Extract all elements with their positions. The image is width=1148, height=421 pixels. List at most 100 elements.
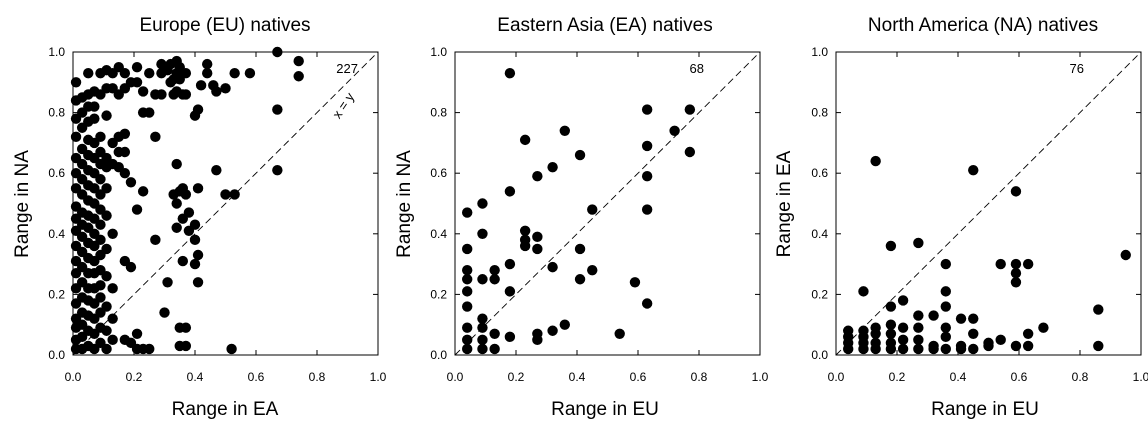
data-point xyxy=(489,328,500,339)
data-point xyxy=(202,58,213,70)
data-point xyxy=(913,334,924,346)
data-point xyxy=(150,131,161,143)
data-point xyxy=(574,149,586,161)
reference-line xyxy=(454,51,761,356)
data-point xyxy=(125,177,137,188)
data-point xyxy=(574,243,586,255)
data-point xyxy=(614,328,625,339)
data-point xyxy=(144,107,155,118)
data-point xyxy=(587,264,598,276)
x-tick-label: 0.6 xyxy=(630,370,647,384)
y-tick-label: 0.2 xyxy=(430,287,447,301)
data-point xyxy=(559,319,570,330)
data-point xyxy=(574,274,586,285)
y-tick-label: 0.6 xyxy=(430,166,447,180)
data-point xyxy=(95,234,106,246)
data-point xyxy=(70,131,82,143)
x-tick-label: 0.4 xyxy=(569,370,586,384)
data-point xyxy=(885,319,897,330)
data-point xyxy=(870,337,881,349)
data-point xyxy=(1038,322,1049,333)
y-tick-label: 0.0 xyxy=(430,348,447,362)
data-point xyxy=(519,225,531,236)
data-point xyxy=(89,101,100,112)
data-point xyxy=(684,146,696,158)
data-point xyxy=(462,286,473,297)
y-tick-label: 0.6 xyxy=(48,166,65,180)
data-point xyxy=(940,322,951,333)
reference-line-label: x = y xyxy=(329,89,357,121)
y-tick-label: 0.8 xyxy=(811,106,828,120)
x-axis-label: Range in EU xyxy=(551,399,659,420)
data-point xyxy=(885,337,897,349)
data-point xyxy=(968,313,979,324)
data-point xyxy=(1010,340,1022,352)
data-point xyxy=(1010,277,1022,288)
y-tick-label: 0.4 xyxy=(430,227,447,241)
data-point xyxy=(83,68,94,79)
x-tick-label: 0.0 xyxy=(828,370,845,384)
data-point xyxy=(272,104,283,115)
data-point xyxy=(95,131,106,143)
data-point xyxy=(156,89,167,100)
data-point xyxy=(1022,328,1034,339)
data-point xyxy=(95,174,106,185)
data-point xyxy=(95,219,106,230)
x-tick-label: 0.2 xyxy=(508,370,525,384)
data-point xyxy=(955,340,967,352)
y-tick-label: 0.4 xyxy=(811,227,828,241)
data-point xyxy=(177,255,188,267)
data-point xyxy=(131,328,143,339)
x-axis-label: Range in EU xyxy=(931,399,1039,420)
data-point xyxy=(897,334,909,346)
x-tick-label: 0.4 xyxy=(950,370,967,384)
data-point xyxy=(171,158,182,170)
data-point xyxy=(229,189,240,200)
data-point xyxy=(131,61,143,73)
data-point xyxy=(119,168,131,179)
data-point xyxy=(462,243,473,255)
data-point xyxy=(477,313,488,324)
data-point xyxy=(559,125,570,136)
data-point xyxy=(137,86,149,97)
data-point xyxy=(1022,340,1034,352)
x-axis-label: Range in EA xyxy=(172,399,279,420)
data-point xyxy=(504,286,516,297)
data-point xyxy=(131,204,143,215)
data-point xyxy=(897,322,909,333)
data-point xyxy=(504,186,516,197)
data-point xyxy=(1010,267,1022,279)
data-point xyxy=(940,286,951,297)
data-point xyxy=(171,222,182,233)
data-point xyxy=(462,334,473,346)
data-point xyxy=(532,171,543,182)
data-point xyxy=(144,343,155,355)
x-tick-label: 1.0 xyxy=(752,370,769,384)
data-point xyxy=(226,343,237,355)
data-point xyxy=(272,46,283,58)
y-axis-label: Range in NA xyxy=(12,150,33,258)
panel-eastern-asia-natives: Eastern Asia (EA) natives Range in EU Ra… xyxy=(394,15,769,420)
x-tick-label: 0.8 xyxy=(691,370,708,384)
data-point xyxy=(870,155,881,167)
x-tick-label: 0.6 xyxy=(1011,370,1028,384)
y-tick-label: 0.8 xyxy=(48,106,65,120)
data-point xyxy=(195,80,207,91)
y-tick-label: 1.0 xyxy=(430,45,447,59)
data-point xyxy=(519,134,531,146)
data-point xyxy=(192,277,204,288)
data-point xyxy=(107,313,118,324)
data-point xyxy=(641,140,653,152)
data-point xyxy=(641,171,653,182)
data-point xyxy=(70,77,82,88)
data-point xyxy=(159,307,170,318)
data-point xyxy=(913,237,924,249)
data-point xyxy=(272,164,283,176)
data-point xyxy=(477,198,488,209)
x-tick-label: 0.4 xyxy=(187,370,204,384)
data-point xyxy=(928,310,939,321)
data-point xyxy=(1093,304,1104,315)
y-axis-label: Range in EA xyxy=(774,150,795,257)
y-tick-label: 0.4 xyxy=(48,227,65,241)
